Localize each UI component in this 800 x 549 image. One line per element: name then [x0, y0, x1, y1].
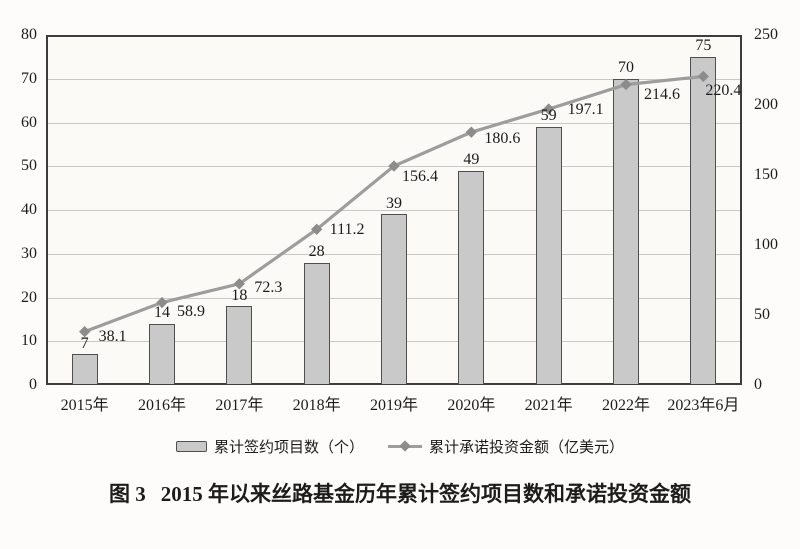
figure-number: 图 3 — [109, 482, 146, 506]
bar-value-label: 59 — [540, 107, 557, 125]
right-axis-tick-label: 150 — [754, 166, 778, 183]
right-axis-tick-label: 100 — [754, 236, 778, 253]
bar — [690, 56, 717, 384]
bar-value-label: 49 — [463, 151, 480, 169]
bar — [71, 354, 98, 384]
left-axis-tick-label: 50 — [21, 157, 37, 175]
left-axis-tick-label: 0 — [29, 376, 37, 393]
legend-label-bars: 累计签约项目数（个） — [213, 440, 364, 456]
bar — [535, 126, 562, 384]
bar-value-label: 28 — [308, 243, 325, 260]
left-axis-tick-label: 70 — [21, 69, 37, 87]
line-value-label: 72.3 — [254, 278, 283, 296]
bar — [458, 170, 485, 384]
bar — [226, 306, 253, 384]
bar-value-label: 75 — [695, 37, 712, 55]
bar-value-label: 14 — [154, 304, 170, 322]
legend-item-line: 累计承诺投资金额（亿美元） — [388, 436, 624, 457]
bar — [613, 78, 639, 384]
line-value-label: 220.4 — [705, 82, 742, 100]
diamond-marker-icon — [399, 440, 411, 452]
left-axis-tick-label: 20 — [21, 288, 37, 306]
bar — [381, 214, 407, 384]
figure-title: 2015 年以来丝路基金历年累计签约项目数和承诺投资金额 — [160, 482, 691, 506]
right-axis-tick-label: 0 — [754, 376, 762, 393]
bar-swatch-icon — [175, 441, 207, 452]
x-axis-category-label: 2016年 — [137, 397, 186, 414]
line-value-label: 156.4 — [402, 168, 438, 186]
left-axis-tick-label: 40 — [21, 201, 37, 218]
line-swatch-icon — [388, 440, 422, 452]
x-axis-category-label: 2018年 — [292, 397, 341, 414]
bar — [303, 262, 330, 384]
x-axis-category-label: 2017年 — [215, 397, 264, 414]
legend: 累计签约项目数（个） 累计承诺投资金额（亿美元） — [0, 436, 800, 457]
x-axis-category-label: 2015年 — [60, 397, 109, 414]
left-axis-tick-label: 10 — [21, 332, 37, 350]
bar-value-label: 7 — [80, 334, 89, 352]
x-axis-category-label: 2023年6月 — [667, 397, 740, 414]
x-axis-category-label: 2019年 — [369, 397, 418, 414]
line-value-label: 58.9 — [177, 302, 205, 320]
left-axis-tick-label: 80 — [21, 26, 37, 43]
line-value-label: 214.6 — [644, 85, 680, 103]
x-axis-category-label: 2022年 — [601, 397, 650, 414]
right-axis-tick-label: 250 — [754, 26, 778, 43]
x-axis-category-label: 2021年 — [524, 397, 573, 414]
legend-label-line: 累计承诺投资金额（亿美元） — [429, 440, 625, 456]
left-axis-tick-label: 30 — [21, 244, 37, 262]
figure-caption: 图 3 2015 年以来丝路基金历年累计签约项目数和承诺投资金额 — [0, 481, 800, 507]
bar-value-label: 70 — [618, 59, 634, 77]
line-value-label: 197.1 — [567, 101, 604, 119]
left-axis-tick-label: 60 — [21, 113, 37, 131]
bar-value-label: 39 — [386, 194, 402, 212]
line-value-label: 180.6 — [484, 130, 521, 148]
legend-item-bars: 累计签约项目数（个） — [175, 436, 364, 457]
bar — [149, 323, 175, 384]
right-axis-tick-label: 200 — [754, 96, 778, 113]
line-value-label: 111.2 — [329, 221, 365, 239]
line-value-label: 38.1 — [98, 327, 127, 345]
x-axis-category-label: 2020年 — [447, 397, 496, 414]
bar-value-label: 18 — [231, 286, 248, 304]
right-axis-tick-label: 50 — [754, 306, 770, 323]
